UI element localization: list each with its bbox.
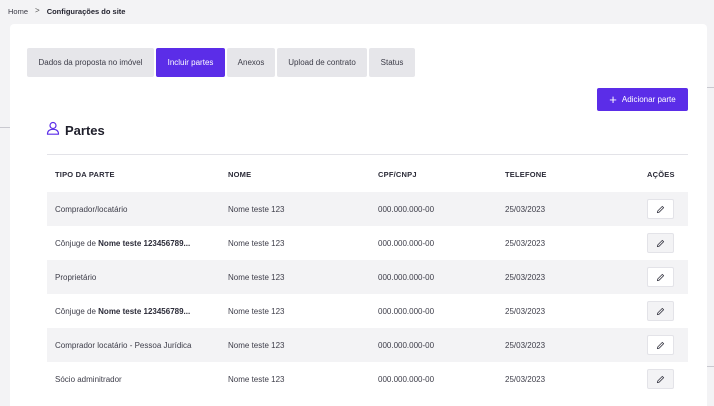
- cell-tipo: Cônjuge de Nome teste 123456789...: [55, 239, 225, 248]
- pencil-icon: [656, 273, 665, 281]
- cell-nome: Nome teste 123: [228, 272, 285, 282]
- edit-button[interactable]: [647, 301, 674, 321]
- tipo-text: Cônjuge de: [55, 306, 99, 316]
- header-cpf: CPF/CNPJ: [378, 170, 417, 179]
- edit-button[interactable]: [647, 335, 674, 355]
- cell-cpf: 000.000.000-00: [378, 204, 435, 214]
- pencil-icon: [656, 307, 665, 315]
- cell-telefone: 25/03/2023: [505, 306, 546, 316]
- tab-upload-contrato[interactable]: Upload de contrato: [277, 48, 367, 77]
- edit-button[interactable]: [647, 369, 674, 389]
- breadcrumb: Home > Configurações do site: [8, 5, 125, 17]
- cell-cpf: 000.000.000-00: [378, 306, 435, 316]
- table-row: Comprador/locatário Nome teste 123 000.0…: [47, 192, 688, 226]
- cell-telefone: 25/03/2023: [505, 238, 546, 248]
- page-title: Partes: [65, 123, 105, 138]
- tab-label: Dados da proposta no imóvel: [38, 58, 143, 67]
- cell-telefone: 25/03/2023: [505, 204, 546, 214]
- header-telefone: TELEFONE: [505, 170, 547, 179]
- tipo-text: Comprador/locatário: [55, 204, 128, 214]
- cell-nome: Nome teste 123: [228, 238, 285, 248]
- tipo-bold: Nome teste 123456789...: [98, 238, 191, 248]
- cell-cpf: 000.000.000-00: [378, 272, 435, 282]
- tipo-text: Proprietário: [55, 272, 97, 282]
- cell-tipo: Comprador locatário - Pessoa Jurídica: [55, 341, 225, 350]
- tab-status[interactable]: Status: [369, 48, 415, 77]
- cell-tipo: Comprador/locatário: [55, 205, 225, 214]
- breadcrumb-home-link[interactable]: Home: [8, 6, 29, 16]
- tipo-text: Comprador locatário - Pessoa Jurídica: [55, 340, 192, 350]
- tab-anexos[interactable]: Anexos: [227, 48, 275, 77]
- header-tipo: TIPO DA PARTE: [55, 170, 115, 179]
- table-row: Cônjuge de Nome teste 123456789... Nome …: [47, 226, 688, 260]
- cell-nome: Nome teste 123: [228, 204, 285, 214]
- cell-cpf: 000.000.000-00: [378, 238, 435, 248]
- cell-cpf: 000.000.000-00: [378, 374, 435, 384]
- cell-telefone: 25/03/2023: [505, 272, 546, 282]
- edit-button[interactable]: [647, 267, 674, 287]
- cell-cpf: 000.000.000-00: [378, 340, 435, 350]
- cell-telefone: 25/03/2023: [505, 374, 546, 384]
- table-row: Proprietário Nome teste 123 000.000.000-…: [47, 260, 688, 294]
- header-nome: NOME: [228, 170, 252, 179]
- cell-telefone: 25/03/2023: [505, 340, 546, 350]
- pencil-icon: [656, 205, 665, 213]
- cell-tipo: Sócio adminitrador: [55, 375, 225, 384]
- table-row: Cônjuge de Nome teste 123456789... Nome …: [47, 294, 688, 328]
- pencil-icon: [656, 341, 665, 349]
- section-header: Partes: [46, 121, 105, 140]
- chevron-right-icon: >: [35, 6, 40, 15]
- tipo-bold: Nome teste 123456789...: [98, 306, 191, 316]
- pencil-icon: [656, 239, 665, 247]
- cell-nome: Nome teste 123: [228, 340, 285, 350]
- cell-tipo: Cônjuge de Nome teste 123456789...: [55, 307, 225, 316]
- tipo-text: Cônjuge de: [55, 238, 99, 248]
- tab-dados-proposta[interactable]: Dados da proposta no imóvel: [27, 48, 154, 77]
- table-header: TIPO DA PARTE NOME CPF/CNPJ TELEFONE AÇÕ…: [47, 167, 688, 182]
- cell-nome: Nome teste 123: [228, 374, 285, 384]
- cell-tipo: Proprietário: [55, 273, 225, 282]
- tab-label: Anexos: [237, 58, 265, 67]
- plus-icon: +: [609, 91, 617, 107]
- tipo-text: Sócio adminitrador: [55, 374, 122, 384]
- tab-label: Status: [380, 58, 404, 67]
- edit-button[interactable]: [647, 199, 674, 219]
- table-row: Comprador locatário - Pessoa Jurídica No…: [47, 328, 688, 362]
- pencil-icon: [656, 375, 665, 383]
- tab-label: Upload de contrato: [288, 58, 356, 67]
- table-row: Sócio adminitrador Nome teste 123 000.00…: [47, 362, 688, 396]
- user-icon: [46, 121, 60, 140]
- cell-nome: Nome teste 123: [228, 306, 285, 316]
- tab-bar: Dados da proposta no imóvel Incluir part…: [27, 48, 415, 77]
- tab-label: Incluir partes: [167, 58, 214, 67]
- tab-incluir-partes[interactable]: Incluir partes: [156, 48, 225, 77]
- breadcrumb-current: Configurações do site: [46, 6, 126, 16]
- divider: [47, 154, 688, 155]
- parts-table: TIPO DA PARTE NOME CPF/CNPJ TELEFONE AÇÕ…: [47, 167, 688, 396]
- header-acoes: AÇÕES: [647, 170, 675, 179]
- add-part-label: Adicionar parte: [621, 95, 676, 104]
- add-part-button[interactable]: + Adicionar parte: [597, 88, 688, 111]
- edit-button[interactable]: [647, 233, 674, 253]
- content-card: Dados da proposta no imóvel Incluir part…: [10, 24, 707, 406]
